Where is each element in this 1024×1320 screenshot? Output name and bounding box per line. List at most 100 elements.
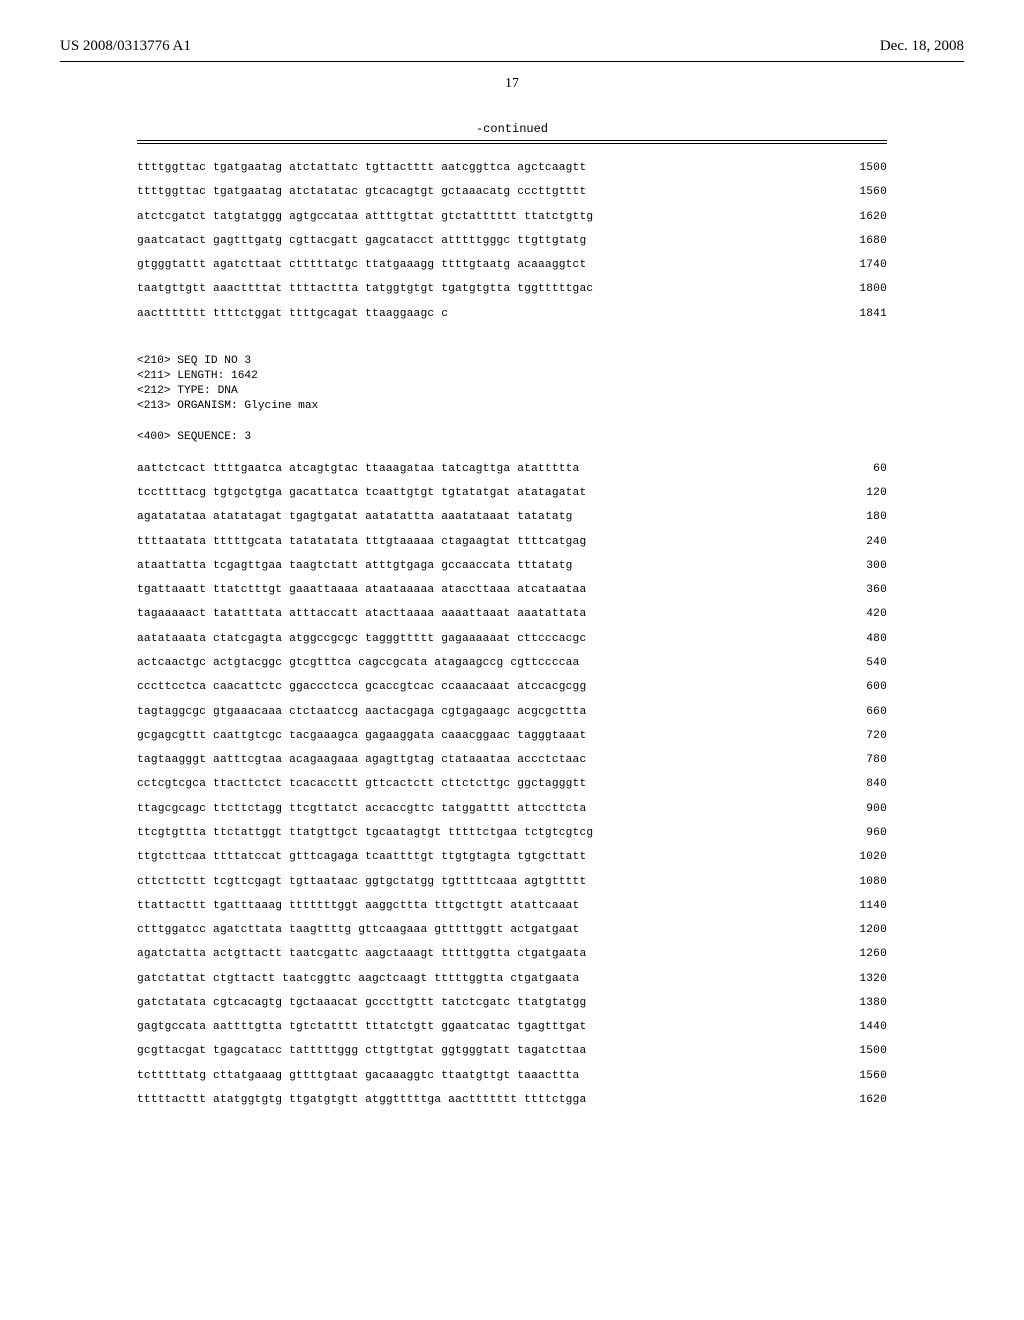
sequence-line: ttcgtgttta ttctattggt ttatgttgct tgcaata… xyxy=(137,823,887,844)
sequence-line: tagtaggcgc gtgaaacaaa ctctaatccg aactacg… xyxy=(137,702,887,723)
sequence-position: 300 xyxy=(837,556,887,577)
sequence-position: 1080 xyxy=(837,872,887,893)
seq-organism: <213> ORGANISM: Glycine max xyxy=(137,400,318,412)
seq-length: <211> LENGTH: 1642 xyxy=(137,370,258,382)
sequence-line: tttttacttt atatggtgtg ttgatgtgtt atggttt… xyxy=(137,1090,887,1111)
sequence-line: gagtgccata aattttgtta tgtctatttt tttatct… xyxy=(137,1017,887,1038)
sequence-text: gcgttacgat tgagcatacc tatttttggg cttgttg… xyxy=(137,1041,586,1062)
sequence-line: atctcgatct tatgtatggg agtgccataa attttgt… xyxy=(137,207,887,228)
sequence-position: 420 xyxy=(837,604,887,625)
sequence-line: ttagcgcagc ttcttctagg ttcgttatct accaccg… xyxy=(137,799,887,820)
sequence-position: 1320 xyxy=(837,969,887,990)
sequence-text: atctcgatct tatgtatggg agtgccataa attttgt… xyxy=(137,207,593,228)
sequence-line: cccttcctca caacattctc ggaccctcca gcaccgt… xyxy=(137,677,887,698)
sequence-line: tctttttatg cttatgaaag gttttgtaat gacaaag… xyxy=(137,1066,887,1087)
sequence-line: actcaactgc actgtacggc gtcgtttca cagccgca… xyxy=(137,653,887,674)
sequence-divider-top xyxy=(137,140,887,141)
seq-id: <210> SEQ ID NO 3 xyxy=(137,355,251,367)
sequence-position: 120 xyxy=(837,483,887,504)
sequence-line: gaatcatact gagtttgatg cgttacgatt gagcata… xyxy=(137,231,887,252)
sequence-line: aattctcact ttttgaatca atcagtgtac ttaaaga… xyxy=(137,459,887,480)
sequence-text: taatgttgtt aaacttttat ttttacttta tatggtg… xyxy=(137,279,593,300)
sequence-position: 540 xyxy=(837,653,887,674)
sequence-position: 660 xyxy=(837,702,887,723)
sequence-text: tgattaaatt ttatctttgt gaaattaaaa ataataa… xyxy=(137,580,586,601)
sequence-text: ttgtcttcaa ttttatccat gtttcagaga tcaattt… xyxy=(137,847,586,868)
sequence-text: tccttttacg tgtgctgtga gacattatca tcaattg… xyxy=(137,483,586,504)
sequence-line: aatataaata ctatcgagta atggccgcgc tagggtt… xyxy=(137,629,887,650)
sequence-position: 900 xyxy=(837,799,887,820)
sequence-position: 1440 xyxy=(837,1017,887,1038)
sequence-position: 780 xyxy=(837,750,887,771)
sequence-divider-bottom xyxy=(137,143,887,144)
sequence-text: ttattacttt tgatttaaag tttttttggt aaggctt… xyxy=(137,896,579,917)
sequence-position: 720 xyxy=(837,726,887,747)
sequence-text: ttttggttac tgatgaatag atctattatc tgttact… xyxy=(137,158,586,179)
sequence-text: cccttcctca caacattctc ggaccctcca gcaccgt… xyxy=(137,677,586,698)
sequence-line: ataattatta tcgagttgaa taagtctatt atttgtg… xyxy=(137,556,887,577)
sequence-position: 60 xyxy=(837,459,887,480)
sequence-line: agatctatta actgttactt taatcgattc aagctaa… xyxy=(137,944,887,965)
sequence-position: 480 xyxy=(837,629,887,650)
sequence-meta-block: <210> SEQ ID NO 3 <211> LENGTH: 1642 <21… xyxy=(137,339,887,445)
sequence-text: agatctatta actgttactt taatcgattc aagctaa… xyxy=(137,944,586,965)
sequence-position: 840 xyxy=(837,774,887,795)
continued-label: -continued xyxy=(60,122,964,136)
sequence-text: ttcgtgttta ttctattggt ttatgttgct tgcaata… xyxy=(137,823,593,844)
sequence-text: gatctatata cgtcacagtg tgctaaacat gcccttg… xyxy=(137,993,586,1014)
sequence-line: ttattacttt tgatttaaag tttttttggt aaggctt… xyxy=(137,896,887,917)
sequence-position: 180 xyxy=(837,507,887,528)
sequence-position: 1200 xyxy=(837,920,887,941)
sequence-position: 1620 xyxy=(837,207,887,228)
sequence-position: 1560 xyxy=(837,182,887,203)
seq-type: <212> TYPE: DNA xyxy=(137,385,238,397)
sequence-text: gtgggtattt agatcttaat ctttttatgc ttatgaa… xyxy=(137,255,586,276)
sequence-text: tttttacttt atatggtgtg ttgatgtgtt atggttt… xyxy=(137,1090,586,1111)
sequence-text: actcaactgc actgtacggc gtcgtttca cagccgca… xyxy=(137,653,579,674)
sequence-text: tagtaggcgc gtgaaacaaa ctctaatccg aactacg… xyxy=(137,702,586,723)
sequence-position: 1260 xyxy=(837,944,887,965)
sequence-position: 1560 xyxy=(837,1066,887,1087)
sequence-position: 1680 xyxy=(837,231,887,252)
sequence-text: aacttttttt ttttctggat ttttgcagat ttaagga… xyxy=(137,304,448,325)
sequence-position: 1800 xyxy=(837,279,887,300)
sequence-position: 1500 xyxy=(837,1041,887,1062)
sequence-text: agatatataa atatatagat tgagtgatat aatatat… xyxy=(137,507,573,528)
publication-number: US 2008/0313776 A1 xyxy=(60,38,191,55)
sequence-line: ttttaatata tttttgcata tatatatata tttgtaa… xyxy=(137,532,887,553)
sequence-label: <400> SEQUENCE: 3 xyxy=(137,431,251,443)
sequence-position: 1841 xyxy=(837,304,887,325)
sequence-position: 1500 xyxy=(837,158,887,179)
sequence-line: tagtaagggt aatttcgtaa acagaagaaa agagttg… xyxy=(137,750,887,771)
sequence-text: tctttttatg cttatgaaag gttttgtaat gacaaag… xyxy=(137,1066,579,1087)
sequence-line: tccttttacg tgtgctgtga gacattatca tcaattg… xyxy=(137,483,887,504)
sequence-line: ctttggatcc agatcttata taagttttg gttcaaga… xyxy=(137,920,887,941)
sequence-text: gatctattat ctgttactt taatcggttc aagctcaa… xyxy=(137,969,579,990)
sequence-text: gaatcatact gagtttgatg cgttacgatt gagcata… xyxy=(137,231,586,252)
sequence-line: gtgggtattt agatcttaat ctttttatgc ttatgaa… xyxy=(137,255,887,276)
sequence-text: ttttaatata tttttgcata tatatatata tttgtaa… xyxy=(137,532,586,553)
sequence-line: agatatataa atatatagat tgagtgatat aatatat… xyxy=(137,507,887,528)
publication-date: Dec. 18, 2008 xyxy=(880,38,964,55)
sequence-position: 1140 xyxy=(837,896,887,917)
sequence-position: 240 xyxy=(837,532,887,553)
sequence-block-1: ttttggttac tgatgaatag atctattatc tgttact… xyxy=(137,158,887,325)
sequence-line: gcgagcgttt caattgtcgc tacgaaagca gagaagg… xyxy=(137,726,887,747)
sequence-text: cttcttcttt tcgttcgagt tgttaataac ggtgcta… xyxy=(137,872,586,893)
sequence-text: cctcgtcgca ttacttctct tcacaccttt gttcact… xyxy=(137,774,586,795)
sequence-position: 600 xyxy=(837,677,887,698)
sequence-line: gatctattat ctgttactt taatcggttc aagctcaa… xyxy=(137,969,887,990)
sequence-line: ttgtcttcaa ttttatccat gtttcagaga tcaattt… xyxy=(137,847,887,868)
sequence-line: taatgttgtt aaacttttat ttttacttta tatggtg… xyxy=(137,279,887,300)
sequence-position: 1380 xyxy=(837,993,887,1014)
sequence-text: gagtgccata aattttgtta tgtctatttt tttatct… xyxy=(137,1017,586,1038)
sequence-line: tgattaaatt ttatctttgt gaaattaaaa ataataa… xyxy=(137,580,887,601)
sequence-text: ataattatta tcgagttgaa taagtctatt atttgtg… xyxy=(137,556,573,577)
sequence-line: ttttggttac tgatgaatag atctattatc tgttact… xyxy=(137,158,887,179)
sequence-text: aattctcact ttttgaatca atcagtgtac ttaaaga… xyxy=(137,459,579,480)
sequence-text: ttagcgcagc ttcttctagg ttcgttatct accaccg… xyxy=(137,799,586,820)
sequence-line: cctcgtcgca ttacttctct tcacaccttt gttcact… xyxy=(137,774,887,795)
sequence-text: tagaaaaact tatatttata atttaccatt atactta… xyxy=(137,604,586,625)
sequence-text: tagtaagggt aatttcgtaa acagaagaaa agagttg… xyxy=(137,750,586,771)
sequence-position: 1740 xyxy=(837,255,887,276)
